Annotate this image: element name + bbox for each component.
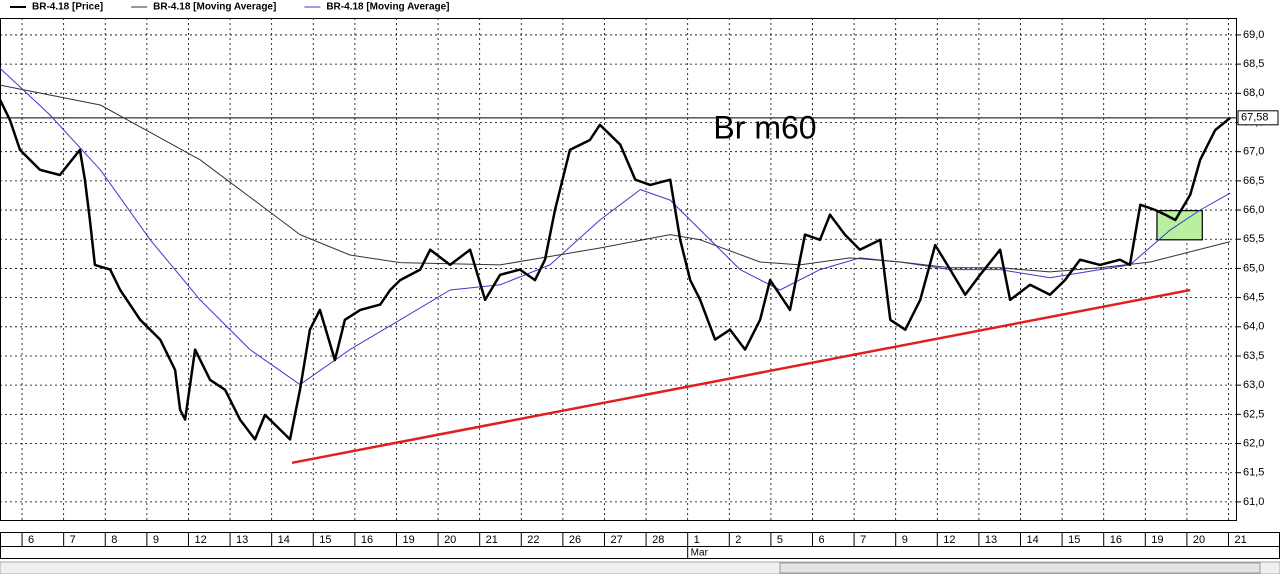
x-tick-label: 13 (985, 534, 997, 546)
legend-label: BR-4.18 [Moving Average] (153, 2, 276, 13)
x-tick-label: 15 (1068, 534, 1080, 546)
y-tick-label: 65,5 (1243, 233, 1264, 245)
series-line (0, 99, 1231, 441)
legend: BR-4.18 [Price] BR-4.18 [Moving Average] B… (10, 2, 450, 13)
scroll-thumb[interactable] (779, 562, 1261, 574)
legend-label: BR-4.18 [Moving Average] (326, 2, 449, 13)
x-tick-label: 6 (818, 534, 824, 546)
x-tick-label: 28 (652, 534, 664, 546)
y-tick-label: 67,0 (1243, 146, 1264, 158)
y-tick-label: 61,5 (1243, 467, 1264, 479)
x-tick-label: 16 (361, 534, 373, 546)
x-tick-label: 27 (610, 534, 622, 546)
x-tick-label: 13 (236, 534, 248, 546)
x-tick-label: 21 (1235, 534, 1247, 546)
plot-frame (0, 18, 1237, 521)
series-line (0, 67, 1231, 386)
month-label: Mar (691, 548, 709, 559)
y-tick-label: 68,5 (1243, 58, 1264, 70)
x-tick-label: 9 (902, 534, 908, 546)
series-line (0, 84, 1231, 273)
y-tick-label: 64,0 (1243, 321, 1264, 333)
annotation: Br m60 (713, 109, 816, 145)
x-tick-label: 5 (777, 534, 783, 546)
x-tick-label: 12 (943, 534, 955, 546)
x-tick-label: 26 (569, 534, 581, 546)
y-tick-label: 69,0 (1243, 29, 1264, 41)
y-tick-label: 66,0 (1243, 204, 1264, 216)
y-tick-label: 61,0 (1243, 496, 1264, 508)
x-tick-label: 22 (527, 534, 539, 546)
y-tick-label: 62,0 (1243, 437, 1264, 449)
x-tick-label: 15 (319, 534, 331, 546)
x-tick-label: 8 (111, 534, 117, 546)
x-tick-label: 14 (278, 534, 290, 546)
last-price-box (1237, 110, 1279, 126)
y-tick-label: 63,5 (1243, 350, 1264, 362)
x-tick-label: 7 (70, 534, 76, 546)
x-tick-label: 2 (735, 534, 741, 546)
y-tick-label: 65,0 (1243, 262, 1264, 274)
y-tick-label: 64,5 (1243, 292, 1264, 304)
x-tick-label: 6 (28, 534, 34, 546)
y-tick-label: 63,0 (1243, 379, 1264, 391)
last-price-label: 67,58 (1241, 112, 1269, 124)
trendline (291, 288, 1191, 465)
x-tick-label: 12 (194, 534, 206, 546)
x-tick-label: 1 (694, 534, 700, 546)
y-tick-label: 68,0 (1243, 87, 1264, 99)
x-tick-label: 7 (860, 534, 866, 546)
x-tick-label: 20 (444, 534, 456, 546)
y-tick-label: 62,5 (1243, 408, 1264, 420)
x-tick-label: 14 (1027, 534, 1039, 546)
x-tick-label: 9 (153, 534, 159, 546)
x-tick-label: 16 (1110, 534, 1122, 546)
legend-label: BR-4.18 [Price] (32, 2, 103, 13)
y-tick-label: 66,5 (1243, 175, 1264, 187)
x-tick-label: 19 (1151, 534, 1163, 546)
x-tick-label: 21 (486, 534, 498, 546)
x-tick-label: 19 (402, 534, 414, 546)
x-tick-label: 20 (1193, 534, 1205, 546)
